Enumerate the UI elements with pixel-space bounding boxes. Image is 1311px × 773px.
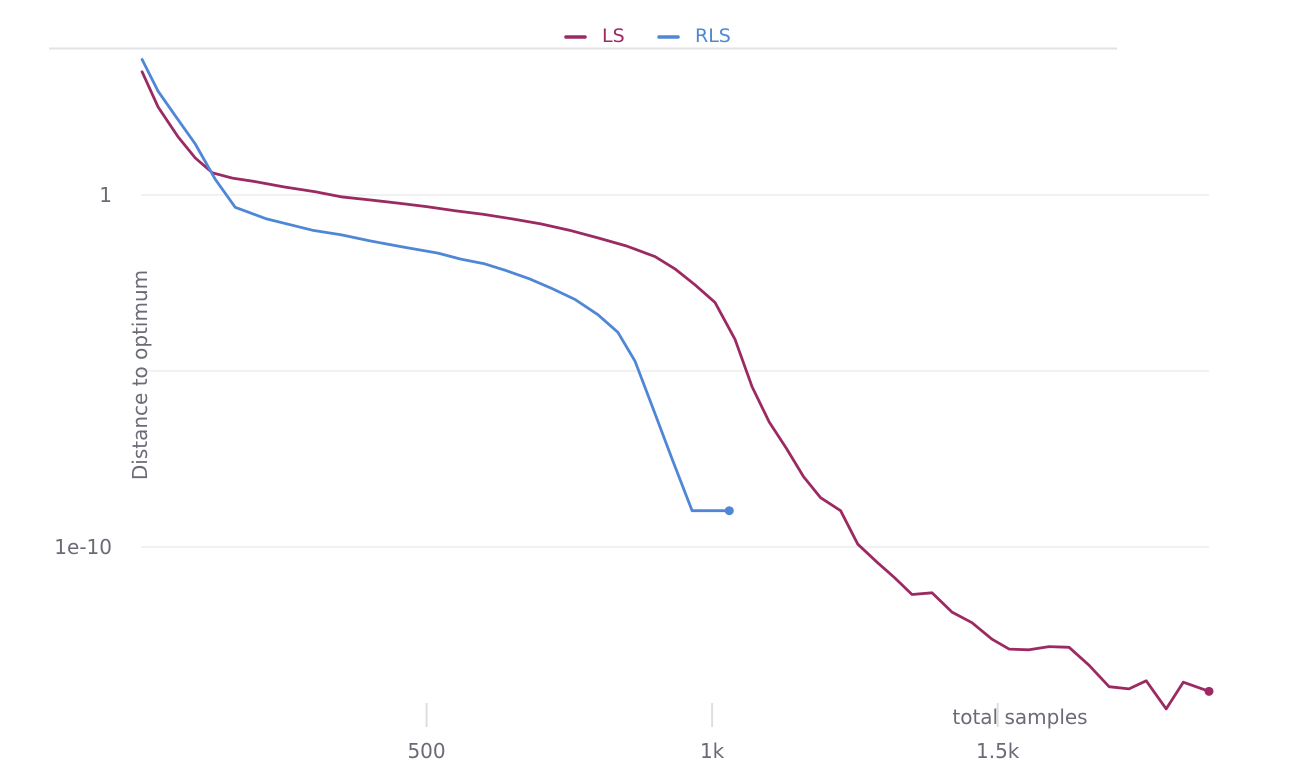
x-tick-label: 1k: [700, 739, 725, 763]
series-line-ls: [140, 70, 1211, 711]
series-end-marker-ls: [1204, 686, 1214, 696]
legend-label: RLS: [695, 25, 731, 47]
x-axis-title: total samples: [952, 705, 1087, 729]
grid-lines: [141, 194, 1209, 548]
series-end-marker-rls: [724, 506, 734, 516]
series-lines: [140, 58, 1214, 711]
legend-label: LS: [602, 25, 625, 47]
x-tick-label: 1.5k: [976, 739, 1020, 763]
x-tick-label: 500: [407, 739, 445, 763]
y-axis-title: Distance to optimum: [128, 270, 152, 480]
legend-item-ls[interactable]: LS: [564, 25, 625, 47]
legend-item-rls[interactable]: RLS: [657, 25, 731, 47]
legend: LS RLS: [49, 25, 1117, 50]
series-line-rls: [140, 58, 731, 513]
y-tick-label: 1e-10: [54, 535, 112, 559]
axes: 1 1e-10 500 1k 1.5k: [54, 183, 1019, 763]
y-tick-label: 1: [99, 183, 112, 207]
